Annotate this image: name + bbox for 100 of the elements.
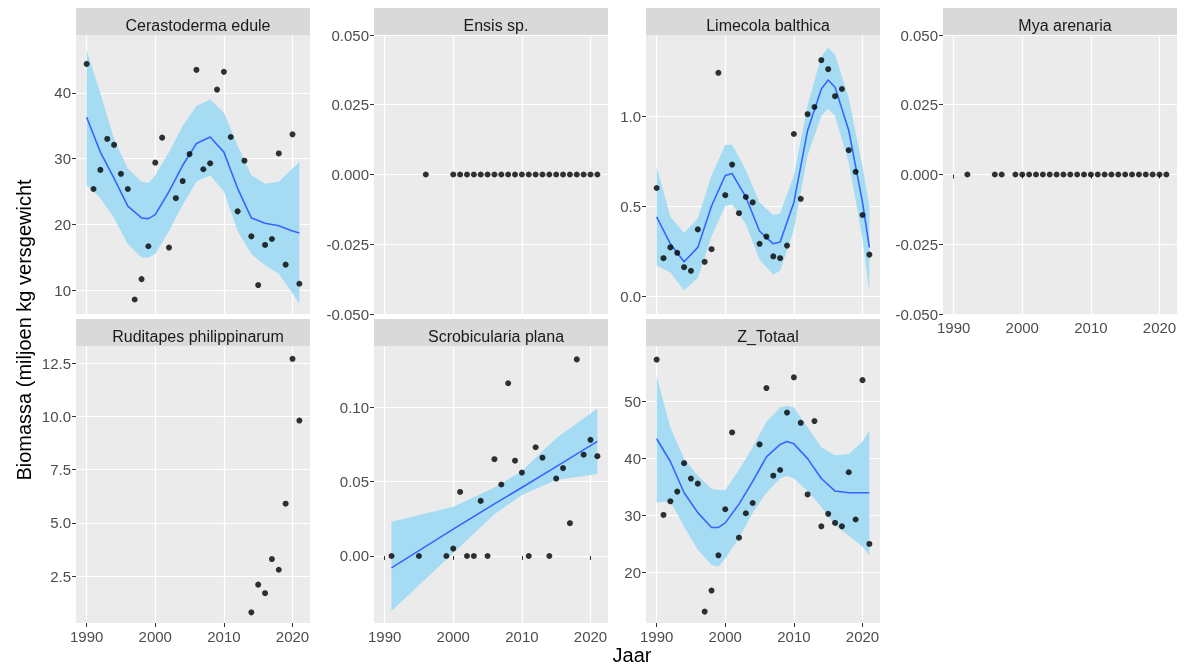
chart-title: Limecola balthica [706, 17, 830, 34]
point [866, 540, 873, 547]
y-tick-label: 0.050 [900, 26, 938, 44]
point [708, 246, 715, 253]
x-tick-label: 2010 [207, 628, 241, 645]
point [653, 185, 660, 191]
y-tick-label: 7.5 [50, 461, 71, 479]
point [443, 552, 450, 559]
point [282, 500, 289, 507]
y-tick-label: 0.000 [900, 166, 938, 183]
point [470, 552, 477, 559]
point [463, 552, 470, 559]
point [186, 151, 193, 158]
point [234, 208, 241, 215]
point [491, 456, 498, 463]
point [715, 552, 722, 559]
point [770, 472, 777, 479]
y-tick-label: 1.0 [620, 107, 641, 125]
point [660, 255, 667, 262]
y-tick-label: 40 [54, 84, 71, 102]
x-tick-label: 1990 [936, 319, 971, 336]
x-tick-label: 1990 [367, 628, 402, 645]
point [653, 356, 660, 363]
point [573, 356, 580, 363]
point [505, 380, 512, 387]
point [227, 133, 234, 140]
point [777, 467, 784, 473]
chart-title: Scrobicularia plana [427, 328, 565, 345]
point [145, 243, 152, 250]
y-tick-label: 20 [624, 563, 641, 581]
y-tick-label: 20 [54, 216, 71, 234]
y-tick-label: 40 [624, 450, 641, 468]
y-tick-label: 10 [54, 281, 71, 299]
point [838, 523, 845, 530]
point [694, 480, 701, 487]
x-tick-label: 2000 [436, 628, 470, 645]
x-tick-label: 1990 [69, 628, 104, 645]
point [708, 587, 715, 594]
y-tick-label: 12.5 [41, 354, 71, 372]
point [296, 280, 303, 287]
point [566, 520, 573, 527]
point [388, 552, 395, 559]
point [282, 261, 289, 268]
point [477, 497, 484, 504]
point [742, 510, 749, 517]
x-tick-label: 2010 [505, 628, 539, 645]
point [124, 185, 131, 192]
point [784, 409, 791, 416]
point [811, 104, 818, 110]
point [845, 147, 852, 154]
point [790, 131, 797, 137]
point [687, 267, 694, 274]
point [852, 168, 859, 175]
y-tick-label: 0.050 [331, 26, 369, 44]
point [415, 552, 422, 559]
point [667, 498, 674, 505]
point [777, 255, 784, 262]
point [804, 491, 811, 498]
point [104, 135, 111, 142]
point [193, 66, 200, 73]
point [220, 68, 227, 75]
point [749, 199, 756, 206]
point [825, 510, 832, 517]
point [818, 57, 825, 64]
x-tick-label: 2000 [1005, 319, 1039, 336]
point [214, 86, 221, 93]
y-tick-label: 0.00 [339, 547, 369, 565]
point [248, 233, 255, 240]
point [763, 233, 770, 240]
point [525, 552, 532, 559]
point [159, 134, 166, 141]
y-tick-label: 0.025 [900, 96, 938, 114]
y-tick-label: -0.025 [895, 235, 938, 253]
point [742, 194, 749, 200]
point [450, 545, 457, 552]
point [580, 451, 587, 458]
y-tick-label: 30 [624, 507, 641, 524]
point [701, 608, 708, 615]
point [138, 276, 145, 283]
point [825, 66, 832, 73]
point [179, 178, 186, 185]
point [90, 185, 97, 192]
point [553, 475, 560, 482]
y-tick-label: 50 [624, 393, 641, 411]
point [207, 160, 214, 167]
y-tick-label: 0.0 [620, 287, 641, 305]
point [859, 212, 866, 218]
line-series [655, 437, 871, 529]
point [255, 581, 262, 588]
y-tick-label: -0.050 [895, 305, 938, 323]
point [587, 436, 594, 443]
point [722, 506, 729, 513]
point [790, 374, 797, 381]
point [200, 166, 207, 173]
point [729, 161, 736, 168]
point [660, 511, 667, 518]
point [97, 166, 104, 173]
x-tick-label: 2000 [708, 628, 742, 645]
point [165, 244, 172, 251]
point [518, 469, 525, 476]
